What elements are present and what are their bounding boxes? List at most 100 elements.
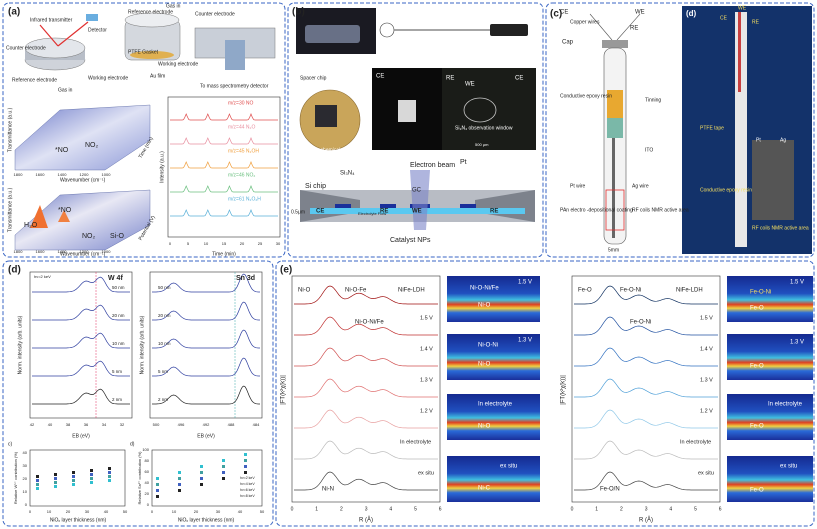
trace <box>152 329 260 349</box>
label: 1600 <box>36 172 46 177</box>
label: Wavenumber (cm⁻¹) <box>60 251 106 257</box>
label: CE <box>316 209 324 215</box>
label: 5 nm <box>158 369 168 374</box>
label: 1.3 V <box>518 338 532 344</box>
marker <box>54 477 57 480</box>
label: Fe-O <box>750 488 764 494</box>
label: 30 <box>216 509 221 514</box>
label: In electrolyte <box>478 402 513 408</box>
marker <box>90 481 93 484</box>
label: RE <box>380 209 388 215</box>
label: Fe-O <box>750 424 764 430</box>
label: 20 <box>66 509 71 514</box>
label: *NO <box>55 147 69 154</box>
label: 0 <box>25 502 28 507</box>
label: 32 <box>120 422 125 427</box>
label: 1.3 V <box>790 340 804 346</box>
label: 10 <box>23 489 28 494</box>
label: WE <box>738 5 747 11</box>
panel-b-art <box>296 8 536 230</box>
panel-c-art <box>589 6 812 254</box>
label: 1 <box>315 506 318 512</box>
label: CE <box>560 10 568 16</box>
heatmap <box>447 394 540 440</box>
marker <box>90 473 93 476</box>
label: 15 <box>222 241 227 246</box>
label: 1600 <box>36 249 46 254</box>
trace <box>32 332 130 349</box>
trace <box>152 357 260 377</box>
label: ex situ <box>418 470 434 476</box>
label: 50 <box>123 509 128 514</box>
marker <box>244 459 247 462</box>
trace <box>294 409 438 429</box>
marker <box>222 459 225 462</box>
label: Reference electrode <box>128 9 173 15</box>
label: Detector <box>88 27 107 33</box>
marker <box>72 475 75 478</box>
marker <box>36 479 39 482</box>
marker <box>222 471 225 474</box>
label: CE <box>376 74 384 80</box>
label: PTFE tape <box>700 125 724 131</box>
label: RE <box>630 26 638 32</box>
marker <box>54 481 57 484</box>
label: Electrochemical chip <box>305 147 351 153</box>
label: 30 <box>276 241 281 246</box>
label: Ni-O-Ni <box>478 343 498 349</box>
label: Pt <box>460 159 467 166</box>
label: In electrolyte <box>680 439 711 445</box>
label: Ni-O <box>298 288 311 294</box>
label: (d) <box>686 9 697 18</box>
label: d) <box>130 441 135 447</box>
label: 30 <box>85 509 90 514</box>
marker <box>108 475 111 478</box>
label: 496 <box>178 422 185 427</box>
label: 1.3 V <box>700 377 713 383</box>
marker <box>200 471 203 474</box>
label: 492 <box>203 422 210 427</box>
labels: (a) Infrared transmitter Detector Counter e… <box>6 3 809 523</box>
label: 20 <box>145 491 150 496</box>
label: 100 <box>142 447 149 452</box>
label: Tinning <box>645 97 661 103</box>
marker <box>222 465 225 468</box>
label: Fe-O-Ni <box>630 320 651 326</box>
label: 1.5 V <box>420 315 433 321</box>
label: 1 <box>595 506 598 512</box>
label: 5 nm <box>112 369 122 374</box>
label: Fe-O-Ni <box>620 288 641 294</box>
label: NO₂ <box>82 233 96 240</box>
marker <box>108 467 111 470</box>
panel-d-art <box>29 271 263 507</box>
label: Si chip <box>305 183 326 190</box>
label: 6 <box>719 506 722 512</box>
marker <box>156 489 159 492</box>
trace <box>170 137 278 145</box>
label: Ni-O-Ni/Fe <box>470 286 499 292</box>
label: (d) <box>8 265 21 276</box>
marker <box>200 465 203 468</box>
label: 0 <box>291 506 294 512</box>
label: WE <box>412 209 422 215</box>
label: Spacer chip <box>300 75 327 81</box>
label: 0 <box>571 506 574 512</box>
trace <box>32 360 130 377</box>
label: hν=2 keV <box>240 476 255 480</box>
label: 40 <box>238 509 243 514</box>
trace <box>294 471 438 491</box>
label: NO₂ <box>85 142 99 149</box>
trace <box>32 276 130 293</box>
marker <box>36 487 39 490</box>
label: PAn electro -depositional coating <box>560 207 633 213</box>
label: Infrared transmitter <box>30 17 73 23</box>
marker <box>156 483 159 486</box>
label: 40 <box>48 422 53 427</box>
label: Cap <box>562 40 574 46</box>
label: 25 <box>258 241 263 246</box>
label: In electrolyte <box>768 402 803 408</box>
label: Ni-N <box>322 487 334 493</box>
label: (b) <box>292 7 305 18</box>
label: 20 nm <box>158 313 171 318</box>
